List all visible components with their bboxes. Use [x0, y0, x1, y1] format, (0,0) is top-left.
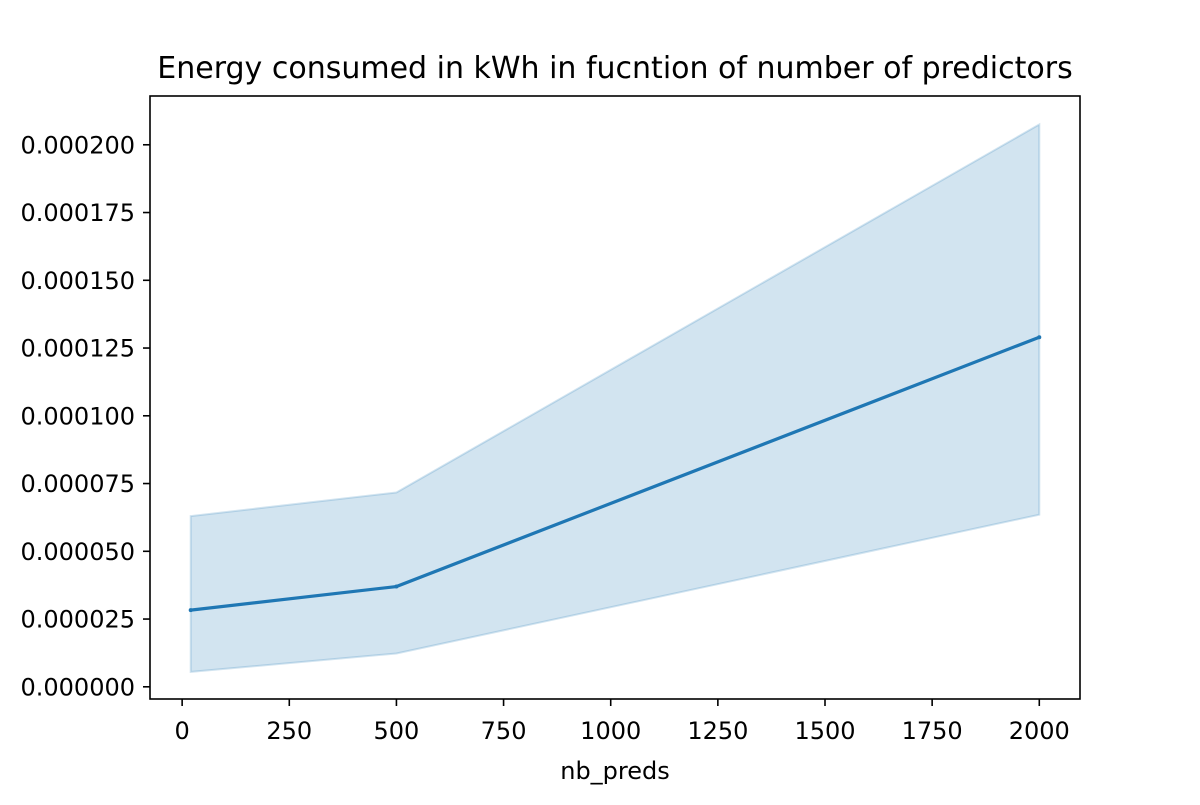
x-axis: 0 250 500 750 1000 1250 1500 1750 2000: [175, 699, 1070, 745]
x-tick-label: 0: [175, 717, 190, 745]
x-tick-label: 1250: [687, 717, 748, 745]
y-tick-label: 0.000150: [20, 267, 135, 295]
y-tick-label: 0.000125: [20, 335, 135, 363]
plot-area: [188, 122, 1042, 673]
x-tick-label: 1000: [580, 717, 641, 745]
y-tick-label: 0.000100: [20, 402, 135, 430]
y-tick-label: 0.000000: [20, 673, 135, 701]
data-point: [188, 608, 193, 613]
y-tick-label: 0.000175: [20, 199, 135, 227]
y-tick-label: 0.000075: [20, 470, 135, 498]
confidence-band: [189, 122, 1041, 673]
y-tick-label: 0.000025: [20, 606, 135, 634]
data-point: [394, 584, 399, 589]
data-point: [1037, 335, 1042, 340]
y-axis: 0.000000 0.000025 0.000050 0.000075 0.000100…: [20, 131, 150, 701]
chart-title: Energy consumed in kWh in fucntion of nu…: [157, 51, 1072, 86]
y-tick-label: 0.000050: [20, 538, 135, 566]
x-tick-label: 250: [266, 717, 312, 745]
x-tick-label: 1500: [794, 717, 855, 745]
x-tick-label: 750: [481, 717, 527, 745]
axes-frame: [149, 95, 1081, 700]
x-tick-label: 1750: [902, 717, 963, 745]
x-axis-label: nb_preds: [560, 757, 670, 785]
x-tick-label: 2000: [1009, 717, 1070, 745]
y-tick-label: 0.000200: [20, 131, 135, 159]
x-tick-label: 500: [374, 717, 420, 745]
